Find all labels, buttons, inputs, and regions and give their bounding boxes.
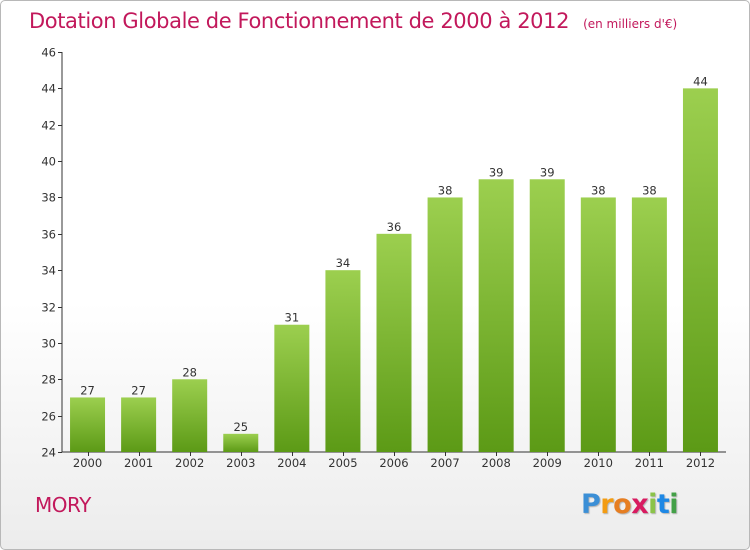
bar	[580, 197, 616, 452]
x-tick-label: 2000	[73, 456, 102, 470]
chart-title: Dotation Globale de Fonctionnement de 20…	[29, 9, 677, 33]
data-label: 39	[540, 165, 555, 179]
logo-letter: P	[581, 489, 601, 520]
x-tick-label: 2003	[226, 456, 255, 470]
y-tick-label: 46	[41, 46, 56, 60]
bar	[478, 179, 514, 453]
proxiti-logo: Proxiti	[581, 489, 679, 520]
x-tick-label: 2002	[175, 456, 204, 470]
data-label: 31	[285, 311, 300, 325]
data-label: 27	[80, 383, 95, 397]
data-label: 36	[387, 220, 402, 234]
x-tick-label: 2009	[533, 456, 562, 470]
y-tick-label: 38	[41, 191, 56, 205]
logo-letter: o	[613, 489, 632, 520]
logo-letter: i	[669, 489, 679, 520]
y-tick-label: 36	[41, 228, 56, 242]
chart-title-text: Dotation Globale de Fonctionnement de 20…	[29, 9, 570, 33]
bar	[682, 88, 718, 452]
commune-name: MORY	[35, 493, 91, 517]
bar	[529, 179, 565, 453]
bar	[70, 397, 106, 452]
y-tick-label: 34	[41, 264, 56, 278]
y-tick-label: 44	[41, 82, 56, 96]
bar	[172, 379, 208, 452]
logo-letter: i	[648, 489, 657, 520]
x-tick-label: 2005	[328, 456, 357, 470]
bar	[223, 433, 259, 452]
bar	[376, 233, 412, 452]
x-tick-label: 2007	[430, 456, 459, 470]
logo-letter: t	[656, 489, 670, 520]
x-tick-label: 2010	[584, 456, 613, 470]
data-label: 28	[182, 365, 197, 379]
data-label: 39	[489, 165, 504, 179]
x-tick-label: 2004	[277, 456, 306, 470]
data-label: 44	[693, 74, 708, 88]
bar	[427, 197, 463, 452]
bar	[325, 270, 361, 452]
y-tick-label: 24	[41, 446, 56, 460]
y-tick-label: 30	[41, 337, 56, 351]
data-label: 25	[233, 420, 248, 434]
bar	[121, 397, 157, 452]
unit-label: (en milliers d'€)	[583, 17, 678, 31]
y-tick-label: 28	[41, 373, 56, 387]
x-tick-label: 2011	[635, 456, 664, 470]
logo-letter: r	[600, 489, 614, 520]
y-tick-label: 32	[41, 301, 56, 315]
x-tick-label: 2012	[686, 456, 715, 470]
data-label: 27	[131, 383, 146, 397]
y-tick-label: 40	[41, 155, 56, 169]
logo-letter: x	[631, 489, 649, 520]
x-tick-label: 2001	[124, 456, 153, 470]
x-tick-label: 2008	[482, 456, 511, 470]
bar	[274, 324, 310, 452]
data-label: 38	[591, 183, 606, 197]
data-label: 34	[336, 256, 351, 270]
data-label: 38	[642, 183, 657, 197]
y-tick-label: 26	[41, 410, 56, 424]
bar	[631, 197, 667, 452]
y-tick-label: 42	[41, 119, 56, 133]
x-tick-label: 2006	[379, 456, 408, 470]
data-label: 38	[438, 183, 453, 197]
